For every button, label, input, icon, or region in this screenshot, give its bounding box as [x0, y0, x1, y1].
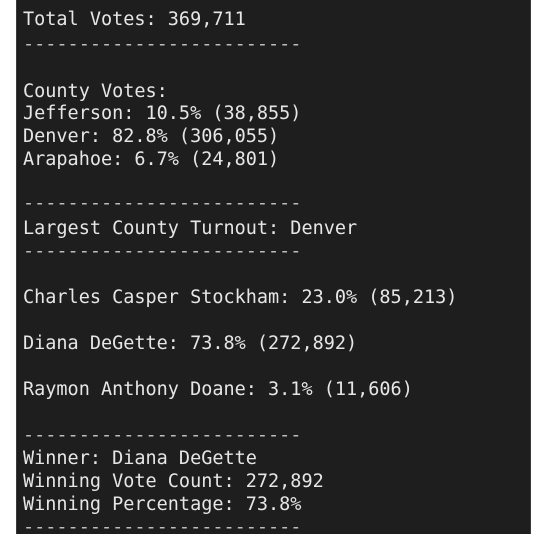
terminal-output: Total Votes: 369,711 -------------------… [16, 0, 531, 534]
candidate-line-doane: Raymon Anthony Doane: 3.1% (11,606) [23, 379, 413, 400]
winner-line: Winner: Diana DeGette [23, 448, 257, 469]
separator-line: ------------------------- [23, 34, 302, 55]
total-votes-line: Total Votes: 369,711 [23, 9, 246, 30]
winning-vote-count-line: Winning Vote Count: 272,892 [23, 471, 324, 492]
county-line-denver: Denver: 82.8% (306,055) [23, 126, 280, 147]
separator-line: ------------------------- [23, 517, 302, 534]
county-votes-header: County Votes: [23, 81, 168, 102]
largest-county-line: Largest County Turnout: Denver [23, 218, 358, 239]
candidate-line-stockham: Charles Casper Stockham: 23.0% (85,213) [23, 287, 458, 308]
county-line-arapahoe: Arapahoe: 6.7% (24,801) [23, 149, 280, 170]
separator-line: ------------------------- [23, 241, 302, 262]
separator-line: ------------------------- [23, 425, 302, 446]
winning-percentage-line: Winning Percentage: 73.8% [23, 494, 302, 515]
separator-line: ------------------------- [23, 193, 302, 214]
county-line-jefferson: Jefferson: 10.5% (38,855) [23, 103, 302, 124]
candidate-line-degette: Diana DeGette: 73.8% (272,892) [23, 333, 358, 354]
